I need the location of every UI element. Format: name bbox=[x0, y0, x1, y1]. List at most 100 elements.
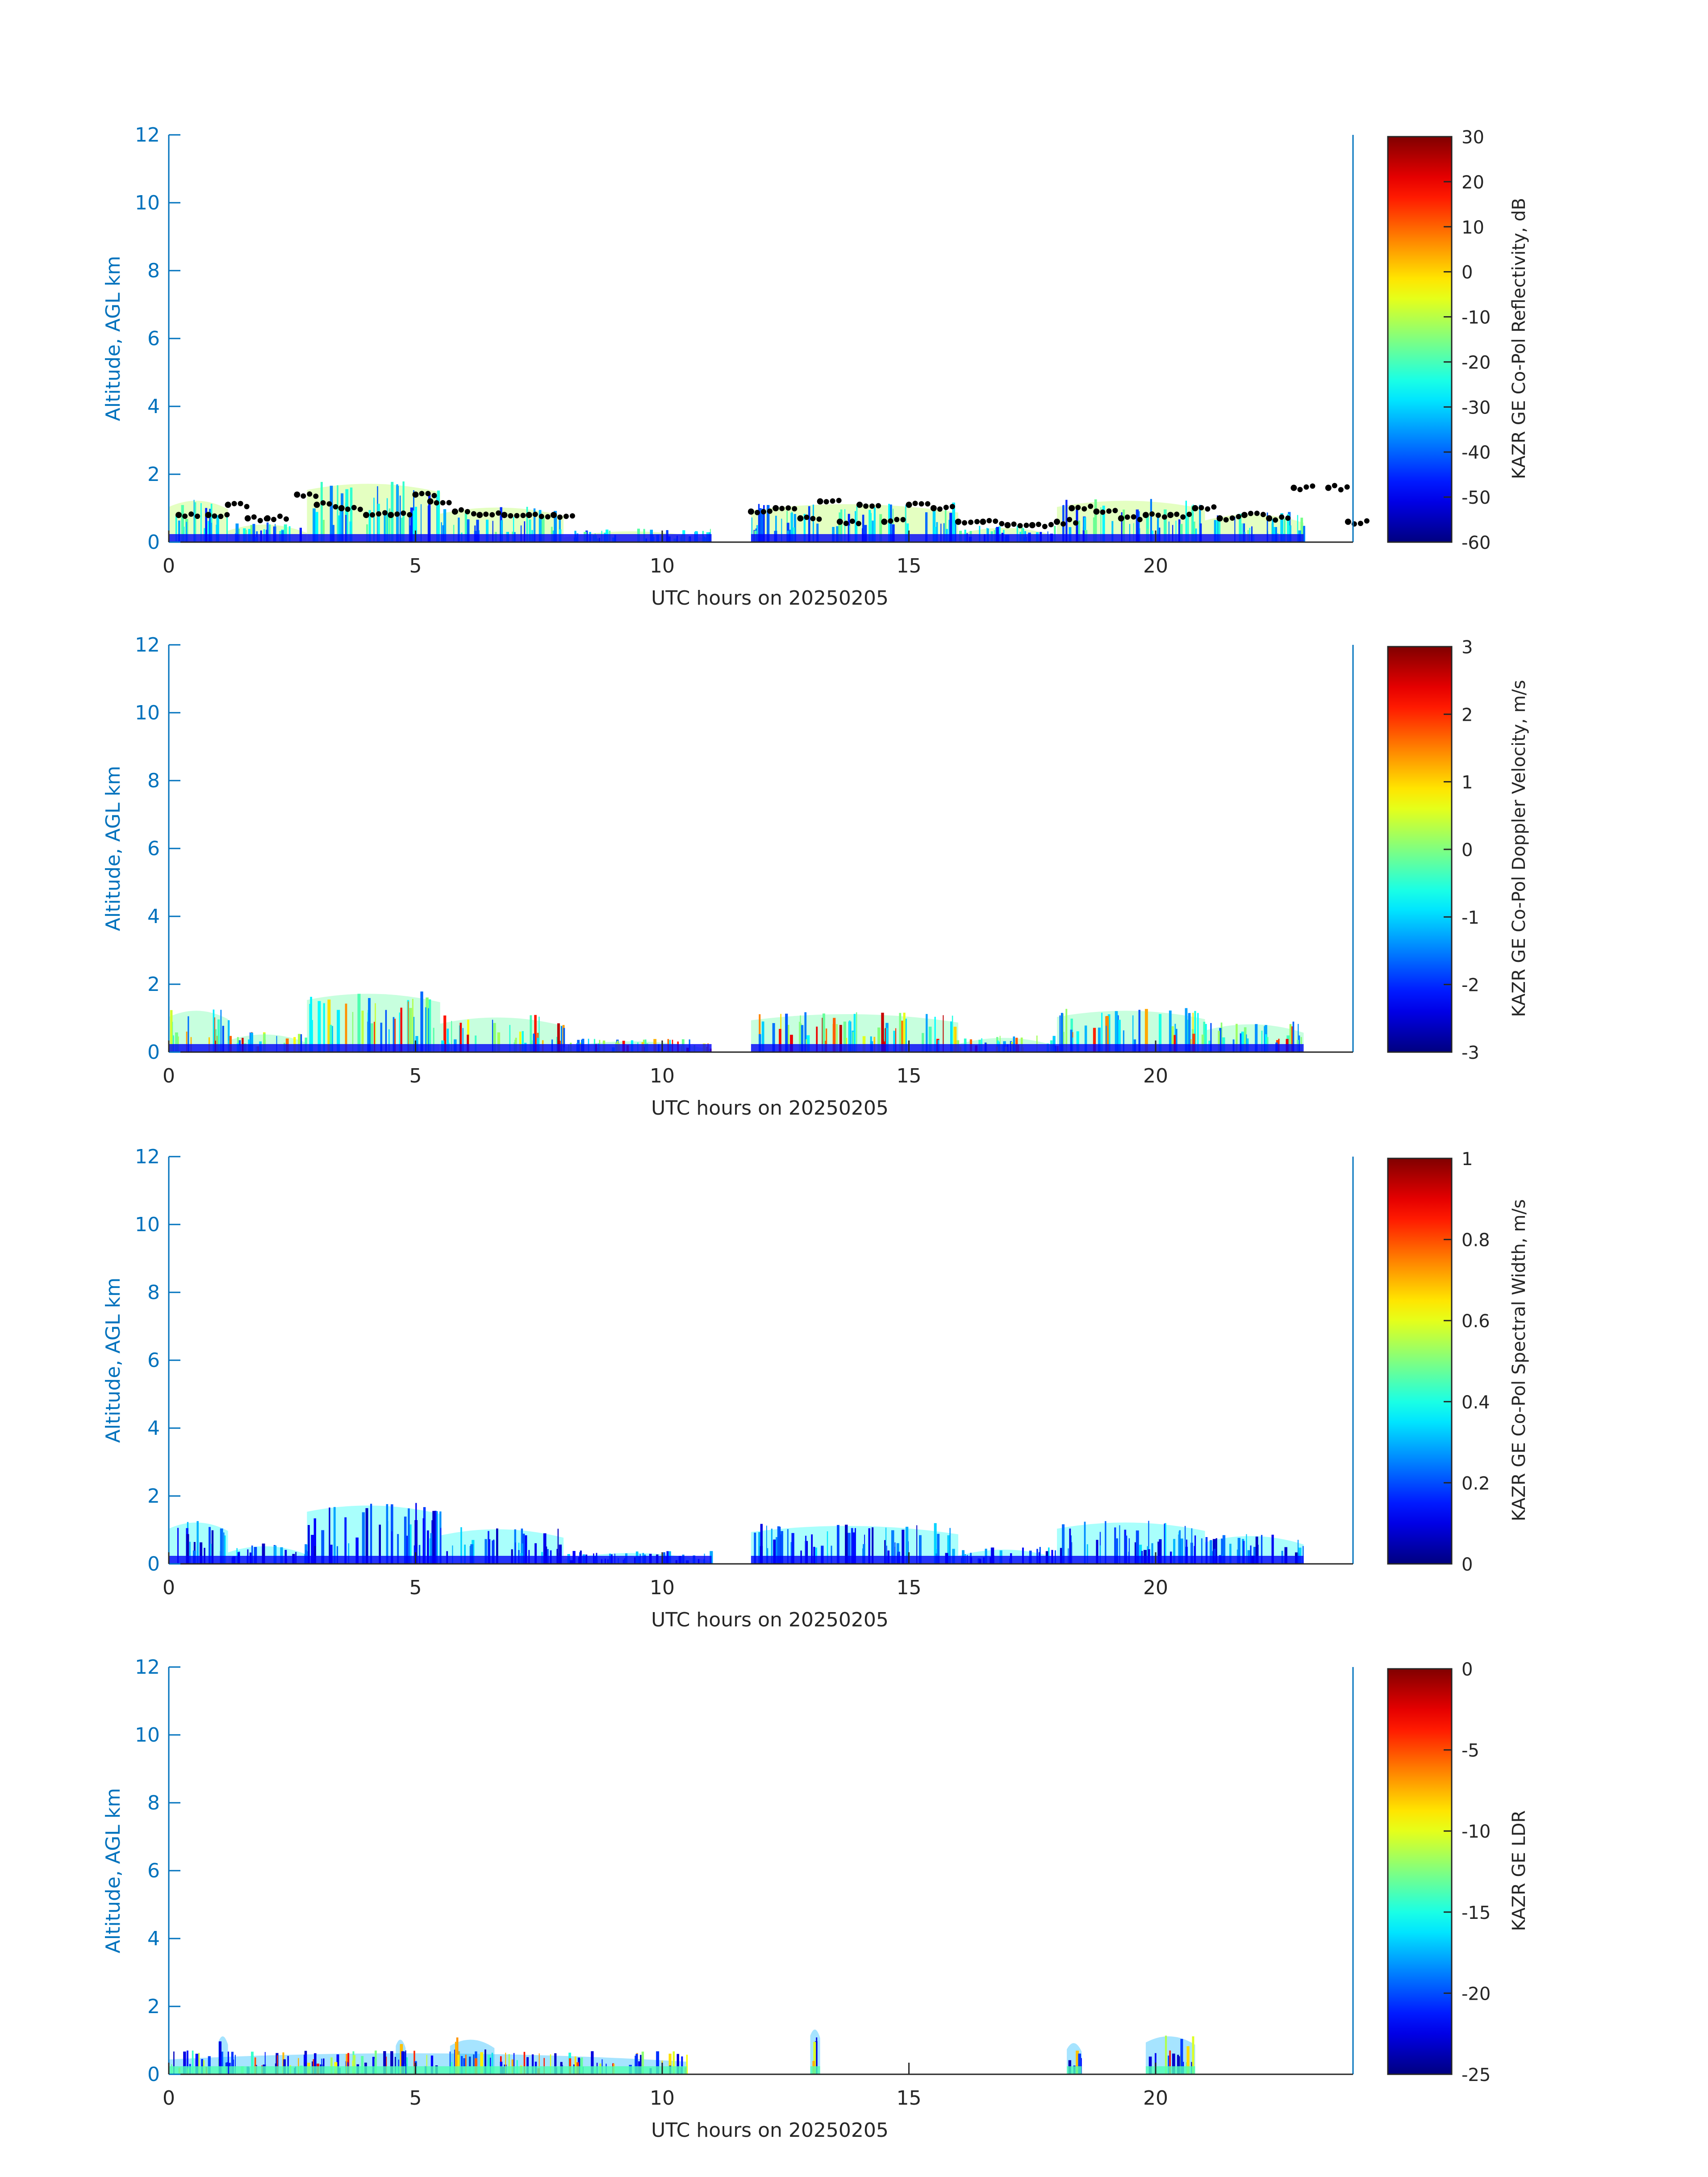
echo-streak bbox=[1123, 1030, 1124, 1052]
echo-streak bbox=[1187, 514, 1189, 542]
echo-streak bbox=[1180, 524, 1183, 542]
echo-base-band bbox=[228, 1556, 307, 1564]
echo-streak bbox=[1255, 1024, 1258, 1052]
echo-streak bbox=[801, 1025, 804, 1052]
echo-streak bbox=[635, 2054, 638, 2074]
echo-streak bbox=[1229, 1543, 1232, 1564]
echo-streak bbox=[1136, 509, 1139, 542]
echo-streak bbox=[280, 1547, 283, 1564]
echo-segment bbox=[1057, 1522, 1205, 1564]
echo-streak bbox=[321, 1530, 325, 1564]
echo-streak bbox=[408, 1001, 409, 1052]
cloud-base-point bbox=[545, 514, 551, 520]
echo-streak bbox=[1201, 1538, 1203, 1564]
echo-streak bbox=[231, 2052, 234, 2074]
echo-streak bbox=[763, 505, 765, 542]
echo-streak bbox=[368, 510, 371, 542]
echo-streak bbox=[1101, 1012, 1102, 1052]
echo-streak bbox=[308, 1525, 310, 1564]
echo-streak bbox=[513, 2053, 515, 2074]
cloud-base-point bbox=[797, 515, 804, 522]
cloud-base-point bbox=[754, 510, 760, 515]
echo-streak bbox=[932, 510, 936, 542]
echo-streak bbox=[853, 1014, 856, 1052]
echo-base-band bbox=[564, 534, 712, 542]
cloud-base-point bbox=[376, 511, 381, 517]
cloud-base-point bbox=[748, 508, 754, 515]
echo-streak bbox=[1172, 2053, 1175, 2074]
panel-4: 0 2 4 6 8 10 12 0 5 10 15 20 UTC hours on 20250205 Al… bbox=[102, 1656, 1529, 2142]
echo-streak bbox=[811, 1534, 813, 1564]
echo-streak bbox=[1265, 1034, 1267, 1052]
echo-streak bbox=[1084, 1521, 1086, 1564]
echo-streak bbox=[500, 520, 503, 542]
echo-streak bbox=[372, 2056, 376, 2074]
echo-streak bbox=[1102, 506, 1105, 542]
echo-streak bbox=[839, 1025, 842, 1052]
echo-streak bbox=[545, 1546, 547, 1564]
echo-streak bbox=[656, 2051, 660, 2074]
echo-streak bbox=[1214, 520, 1216, 542]
echo-base-band bbox=[958, 1044, 1057, 1052]
echo-streak bbox=[220, 1010, 222, 1052]
echo-streak bbox=[543, 2058, 545, 2074]
echo-streak bbox=[1234, 517, 1236, 542]
cloud-base-point bbox=[1279, 514, 1285, 520]
echo-streak bbox=[275, 524, 276, 542]
cloud-base-point bbox=[188, 511, 194, 517]
echo-streak bbox=[758, 1532, 761, 1564]
x-tick-label: 20 bbox=[1143, 1065, 1168, 1087]
y-tick-label: 0 bbox=[147, 2063, 160, 2086]
echo-streak bbox=[386, 498, 388, 542]
echo-streak bbox=[1241, 1032, 1244, 1052]
echo-streak bbox=[1297, 515, 1299, 542]
echo-streak bbox=[186, 522, 188, 542]
echo-streak bbox=[902, 1529, 905, 1564]
echo-streak bbox=[1193, 504, 1194, 542]
echo-streak bbox=[1292, 1021, 1295, 1052]
echo-base-band bbox=[450, 2066, 495, 2074]
colorbar-tick-label: -2 bbox=[1462, 975, 1479, 996]
echo-streak bbox=[894, 1542, 896, 1564]
echo-streak bbox=[327, 999, 331, 1052]
echo-streak bbox=[1096, 1540, 1098, 1564]
cloud-base-point bbox=[804, 514, 810, 520]
echo-streak bbox=[785, 1013, 788, 1052]
colorbar bbox=[1387, 1157, 1453, 1565]
echo-base-band bbox=[751, 1044, 958, 1052]
colorbar-tick-label: -1 bbox=[1462, 907, 1479, 928]
echo-streak bbox=[1119, 1525, 1120, 1564]
echo-streak bbox=[1203, 1022, 1206, 1052]
cloud-base-point bbox=[307, 491, 313, 497]
colorbar bbox=[1387, 646, 1453, 1053]
x-tick-label: 15 bbox=[897, 2087, 922, 2110]
echo-streak bbox=[462, 1028, 464, 1052]
echo-streak bbox=[186, 2050, 188, 2074]
echo-streak bbox=[760, 1524, 763, 1564]
echo-streak bbox=[812, 505, 814, 542]
cloud-base-point bbox=[1357, 521, 1363, 526]
echo-streak bbox=[350, 487, 353, 542]
echo-streak bbox=[848, 514, 850, 542]
echo-streak bbox=[1287, 514, 1290, 542]
cloud-base-point bbox=[205, 512, 212, 518]
echo-streak bbox=[455, 2042, 458, 2074]
echo-streak bbox=[1098, 1028, 1101, 1052]
echo-streak bbox=[208, 2056, 211, 2074]
echo-streak bbox=[668, 2053, 672, 2074]
echo-streak bbox=[525, 1535, 527, 1564]
echo-streak bbox=[1192, 1012, 1194, 1052]
echo-streak bbox=[1289, 525, 1291, 542]
echo-streak bbox=[940, 523, 942, 542]
echo-streak bbox=[779, 1029, 781, 1052]
cloud-base-point bbox=[816, 516, 822, 522]
colorbar-tick-label: -30 bbox=[1462, 397, 1491, 418]
echo-field bbox=[169, 481, 1305, 542]
echo-streak bbox=[175, 515, 177, 542]
echo-streak bbox=[1136, 1530, 1139, 1564]
echo-streak bbox=[893, 1031, 895, 1052]
cloud-base-point bbox=[1029, 522, 1036, 528]
echo-streak bbox=[274, 1545, 277, 1564]
echo-streak bbox=[228, 1020, 230, 1052]
cloud-base-point bbox=[1290, 485, 1297, 491]
